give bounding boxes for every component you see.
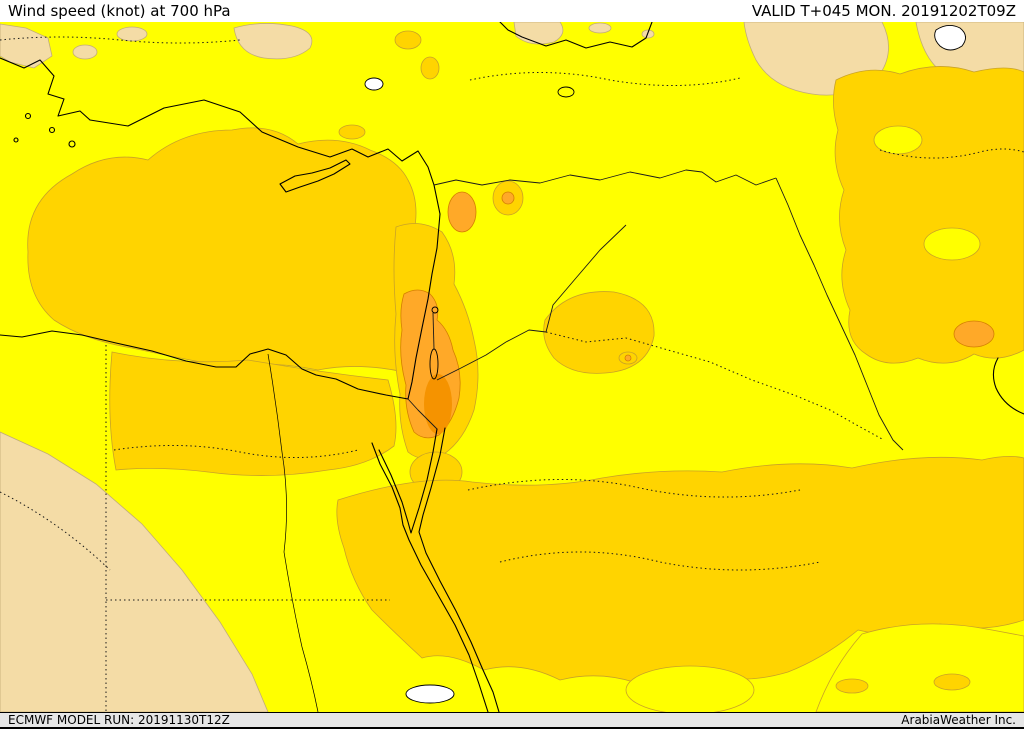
gold-patch [338,124,366,140]
coastline-gulf-right-edge [992,357,1024,415]
gold-patch [420,56,440,80]
border-syria-iraq [545,224,627,333]
nile-river [267,353,319,712]
coastline-sinai [378,428,438,534]
island [48,126,56,134]
dotted-line-anatolia [469,72,741,86]
map-svg [0,22,1024,712]
dotted-line-saudi-2 [499,551,821,571]
orange-dot-desert [624,354,632,362]
pale-patch [72,44,98,60]
dotted-line-egypt [113,444,359,459]
yellow-hole-south [625,665,755,712]
gold-spot-southeast [835,678,869,694]
border-jordan-valley [432,312,435,350]
yellow-hole-northeast [873,125,923,155]
lake-galilee [431,306,439,314]
orange-patch-north-syria [447,191,477,233]
model-run-label: ECMWF MODEL RUN: 20191130T12Z [8,713,230,727]
pale-patch-top-anatolia [233,23,313,60]
gold-region-northeast [833,66,1024,364]
header-bar: Wind speed (knot) at 700 hPa VALID T+045… [0,0,1024,22]
gold-spot-southeast [933,673,971,691]
coastlines [0,22,1024,712]
white-patch-bottom [405,684,455,704]
dotted-line-aegean [0,36,241,44]
pale-patch [588,22,612,34]
orange-deep-core [424,374,452,434]
border-iran [775,177,904,451]
country-borders [407,169,904,451]
lake-van [557,86,575,98]
gold-patch [394,30,422,50]
coastline-red-sea-west [371,442,489,712]
pale-patch [116,26,148,42]
weather-map [0,22,1024,712]
orange-patch-northeast [953,320,995,348]
valid-time-label: VALID T+045 MON. 20191202T09Z [751,2,1016,20]
dotted-border-iraq-saudi [545,331,885,441]
coastline-mediterranean [0,99,441,400]
gold-region-saudi [336,456,1024,686]
island [13,137,19,143]
dotted-borders [0,36,1024,712]
dotted-line-saudi-1 [467,479,801,498]
yellow-hole-northeast [923,227,981,261]
map-title: Wind speed (knot) at 700 hPa [8,2,231,20]
white-patches [364,25,966,704]
island [68,140,76,148]
footer-bar: ECMWF MODEL RUN: 20191130T12Z ArabiaWeat… [0,712,1024,729]
white-patch-lake-tuz [364,77,384,91]
coastline-red-sea-east [418,427,500,712]
border-egypt-israel [407,398,438,430]
attribution-label: ArabiaWeather Inc. [901,713,1016,727]
island [24,112,32,120]
yellow-region-southeast [815,623,1024,712]
dotted-line-libya [0,491,111,571]
cyprus-island [279,159,351,193]
coastline-black-sea [499,22,653,49]
gold-region-north-egypt [109,351,397,476]
border-jordan-saudi [436,329,547,381]
white-patch-topright [934,25,966,51]
coastline-aegean [0,57,91,121]
orange-dot-north-syria [501,191,515,205]
dotted-line-northeast [879,148,1024,159]
pale-region-topleft [0,23,53,69]
pale-region-southwest [0,431,269,712]
border-turkey-syria-iraq [433,169,777,186]
